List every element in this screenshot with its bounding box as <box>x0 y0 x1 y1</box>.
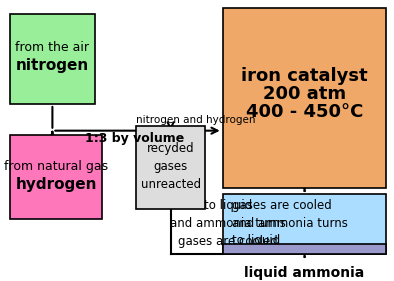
Text: 1:3 by volume: 1:3 by volume <box>85 132 184 145</box>
FancyBboxPatch shape <box>10 135 102 219</box>
Text: nitrogen: nitrogen <box>16 58 89 73</box>
Text: nitrogen and hydrogen: nitrogen and hydrogen <box>136 115 255 125</box>
Text: to liquid: to liquid <box>232 234 280 247</box>
FancyBboxPatch shape <box>223 194 386 254</box>
Text: liquid ammonia: liquid ammonia <box>244 266 365 280</box>
Text: iron catalyst: iron catalyst <box>241 67 368 85</box>
FancyBboxPatch shape <box>136 126 205 209</box>
Text: from the air: from the air <box>15 40 89 54</box>
FancyBboxPatch shape <box>10 14 95 104</box>
Text: gases: gases <box>154 160 188 173</box>
FancyBboxPatch shape <box>223 244 386 254</box>
Text: and ammonia turns: and ammonia turns <box>170 217 286 230</box>
Text: recyded: recyded <box>147 142 194 155</box>
FancyBboxPatch shape <box>223 8 386 188</box>
Text: 200 atm: 200 atm <box>263 85 346 103</box>
Text: hydrogen: hydrogen <box>16 177 97 192</box>
Text: unreacted: unreacted <box>141 178 201 191</box>
Text: 400 - 450°C: 400 - 450°C <box>246 103 363 121</box>
Text: and ammonia turns: and ammonia turns <box>232 217 348 230</box>
Text: gases are cooled: gases are cooled <box>178 235 278 248</box>
Text: to liquid: to liquid <box>204 199 252 212</box>
Text: from natural gas: from natural gas <box>4 160 108 173</box>
Text: gases are cooled: gases are cooled <box>232 200 331 212</box>
